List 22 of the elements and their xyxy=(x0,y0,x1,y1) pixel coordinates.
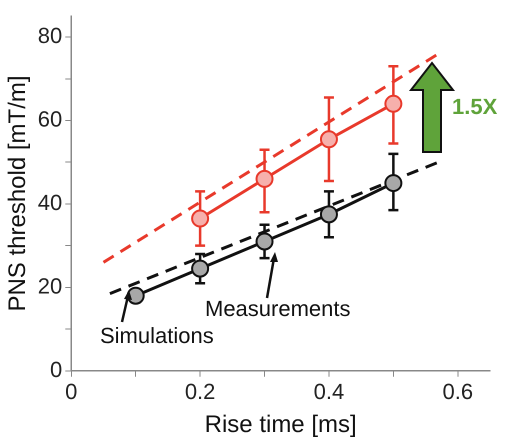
point xyxy=(384,94,402,113)
y-axis-title: PNS threshold [mT/m] xyxy=(4,75,32,312)
y-tick-label: 40 xyxy=(38,190,62,215)
y-tick-label: 20 xyxy=(38,273,62,298)
x-tick-label: 0.6 xyxy=(442,379,474,404)
point xyxy=(320,205,338,224)
point xyxy=(256,232,274,250)
point xyxy=(320,130,338,148)
point xyxy=(126,286,145,305)
point xyxy=(256,170,274,188)
x-axis-title: Rise time [ms] xyxy=(204,411,357,438)
y-tick-label: 80 xyxy=(38,23,62,48)
annotation: Measurements xyxy=(205,296,351,322)
annotation: 1.5X xyxy=(452,94,498,120)
annotation: Simulations xyxy=(100,323,214,348)
y-tick-label: 60 xyxy=(38,106,62,132)
y-tick-label: 0 xyxy=(50,356,62,382)
point xyxy=(191,260,210,278)
x-tick-label: 0.2 xyxy=(184,379,216,404)
point xyxy=(191,210,210,228)
point xyxy=(384,174,402,192)
x-tick-label: 0.4 xyxy=(314,379,344,404)
